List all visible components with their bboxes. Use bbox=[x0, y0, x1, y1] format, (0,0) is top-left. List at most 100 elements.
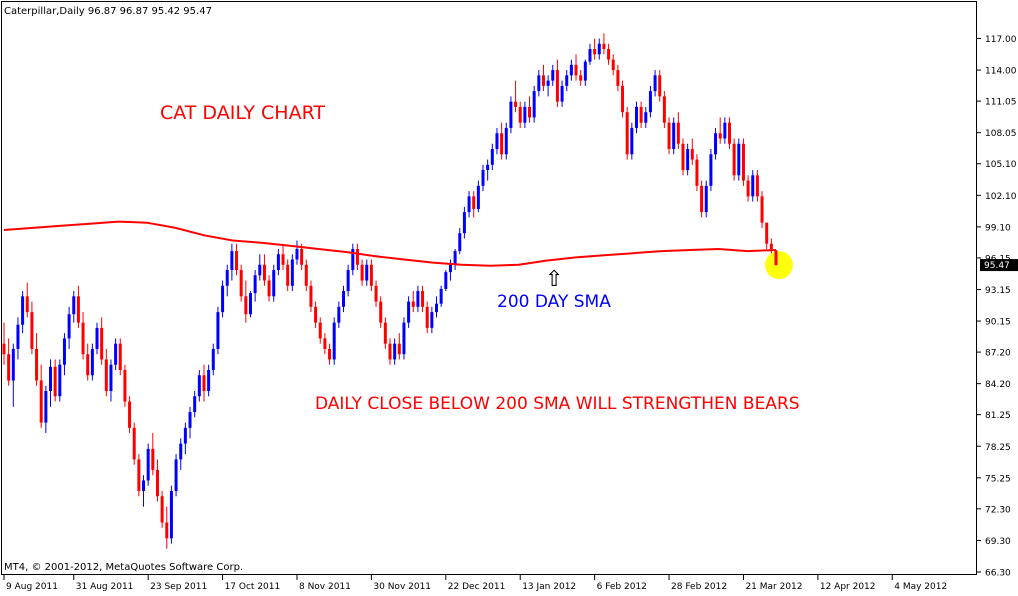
candle bbox=[523, 101, 527, 128]
candle-body bbox=[504, 127, 508, 155]
candle-body bbox=[476, 185, 480, 209]
candle bbox=[453, 248, 457, 271]
candle bbox=[541, 64, 545, 92]
candle-body bbox=[551, 70, 555, 81]
y-tick-label: 93.15 bbox=[985, 286, 1011, 296]
candle bbox=[118, 338, 122, 376]
candle bbox=[555, 59, 559, 107]
candle-body bbox=[407, 301, 411, 323]
y-tick-label: 78.25 bbox=[985, 443, 1011, 453]
candle-body bbox=[714, 133, 718, 155]
candle bbox=[379, 296, 383, 328]
candle bbox=[295, 240, 299, 265]
candle bbox=[565, 70, 569, 92]
candle bbox=[286, 259, 290, 292]
candle bbox=[62, 333, 66, 376]
candle bbox=[439, 285, 443, 307]
candle bbox=[686, 143, 690, 176]
candle-body bbox=[202, 375, 206, 392]
x-tick-label: 12 Apr 2012 bbox=[820, 582, 876, 592]
y-tick-label: 117.00 bbox=[985, 35, 1017, 45]
candle bbox=[607, 43, 611, 65]
candle bbox=[662, 91, 666, 128]
candle bbox=[723, 117, 727, 144]
candle bbox=[532, 85, 536, 123]
x-axis: 9 Aug 2011 31 Aug 2011 23 Sep 2011 17 Oct 2… bbox=[3, 575, 947, 592]
candle bbox=[639, 101, 643, 128]
candle-body bbox=[16, 324, 20, 349]
candle bbox=[44, 385, 48, 434]
candle-body bbox=[244, 296, 248, 315]
candle-body bbox=[588, 49, 592, 62]
candle bbox=[551, 64, 555, 86]
candle-body bbox=[360, 264, 364, 281]
candle-body bbox=[393, 343, 397, 360]
candle-body bbox=[421, 291, 425, 307]
candle bbox=[727, 117, 731, 150]
candle bbox=[751, 170, 755, 202]
candle-body bbox=[634, 106, 638, 128]
candle bbox=[132, 422, 136, 465]
candle bbox=[425, 301, 429, 334]
candle bbox=[737, 138, 741, 181]
y-tick-label: 81.25 bbox=[985, 411, 1011, 421]
candle-body bbox=[481, 170, 485, 186]
candle-body bbox=[137, 459, 141, 491]
candle bbox=[318, 317, 322, 344]
candle bbox=[328, 343, 332, 365]
candle bbox=[383, 317, 387, 349]
candle-body bbox=[146, 448, 150, 481]
x-tick-label: 6 Feb 2012 bbox=[597, 582, 647, 592]
candle bbox=[462, 206, 466, 239]
candle-body bbox=[44, 391, 48, 423]
candle bbox=[16, 317, 20, 360]
candle bbox=[388, 338, 392, 365]
candle bbox=[183, 422, 187, 455]
candle bbox=[21, 291, 25, 334]
candle bbox=[746, 175, 750, 202]
candle-body bbox=[165, 522, 169, 539]
candle-body bbox=[486, 164, 490, 171]
candle bbox=[486, 159, 490, 181]
candle-body bbox=[774, 250, 778, 266]
candle-body bbox=[769, 243, 773, 249]
candle bbox=[197, 369, 201, 402]
candle bbox=[760, 191, 764, 228]
candle-body bbox=[118, 343, 122, 370]
candle bbox=[648, 85, 652, 118]
candle-body bbox=[621, 85, 625, 113]
candle-body bbox=[755, 175, 759, 197]
candle-body bbox=[142, 480, 146, 491]
candle bbox=[765, 222, 769, 249]
candle-body bbox=[616, 70, 620, 86]
candle-body bbox=[132, 427, 136, 460]
candle-body bbox=[248, 293, 252, 315]
candle bbox=[137, 454, 141, 497]
candle bbox=[72, 291, 76, 323]
candle-body bbox=[439, 288, 443, 304]
y-tick-label: 90.15 bbox=[985, 318, 1011, 328]
candle bbox=[490, 143, 494, 171]
candle-body bbox=[328, 348, 332, 360]
candle-body bbox=[541, 75, 545, 86]
candle-body bbox=[39, 380, 43, 423]
candle-body bbox=[411, 301, 415, 307]
candle bbox=[290, 254, 294, 292]
candle-body bbox=[365, 264, 369, 281]
candle-body bbox=[337, 306, 341, 323]
candle-body bbox=[332, 322, 336, 360]
candle bbox=[53, 359, 57, 402]
candle-body bbox=[221, 285, 225, 313]
candle bbox=[272, 264, 276, 302]
candle bbox=[458, 227, 462, 255]
y-tick-label: 72.30 bbox=[985, 505, 1011, 515]
candle bbox=[267, 275, 271, 302]
candle-body bbox=[62, 338, 66, 365]
candle-body bbox=[276, 254, 280, 271]
candle-body bbox=[225, 270, 229, 286]
candle bbox=[188, 406, 192, 439]
candle bbox=[653, 70, 657, 97]
candle bbox=[11, 343, 15, 407]
candle bbox=[39, 364, 43, 428]
